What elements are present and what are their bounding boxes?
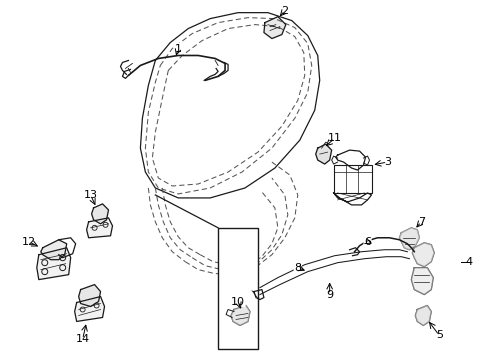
Text: 10: 10: [230, 297, 244, 306]
Text: 12: 12: [22, 237, 36, 247]
Text: 5: 5: [435, 330, 442, 341]
Polygon shape: [264, 17, 285, 39]
Text: 9: 9: [325, 289, 332, 300]
Text: 13: 13: [83, 190, 98, 200]
Text: 1: 1: [174, 44, 182, 54]
Text: 14: 14: [76, 334, 89, 345]
Polygon shape: [315, 144, 331, 164]
Polygon shape: [411, 243, 433, 267]
Text: 4: 4: [465, 257, 472, 267]
Polygon shape: [230, 306, 249, 325]
Polygon shape: [91, 204, 108, 224]
Text: 8: 8: [294, 263, 301, 273]
Polygon shape: [79, 285, 101, 306]
Text: 11: 11: [327, 133, 341, 143]
Polygon shape: [399, 228, 419, 250]
Polygon shape: [37, 248, 71, 280]
Polygon shape: [41, 240, 66, 260]
Bar: [333, 165, 371, 193]
Polygon shape: [86, 218, 112, 238]
Text: 2: 2: [281, 6, 288, 15]
Bar: [218, 228, 258, 349]
Polygon shape: [410, 268, 432, 294]
Polygon shape: [414, 306, 430, 325]
Text: 7: 7: [417, 217, 424, 227]
Polygon shape: [75, 297, 104, 321]
Text: 3: 3: [383, 157, 390, 167]
Text: 6: 6: [363, 237, 370, 247]
